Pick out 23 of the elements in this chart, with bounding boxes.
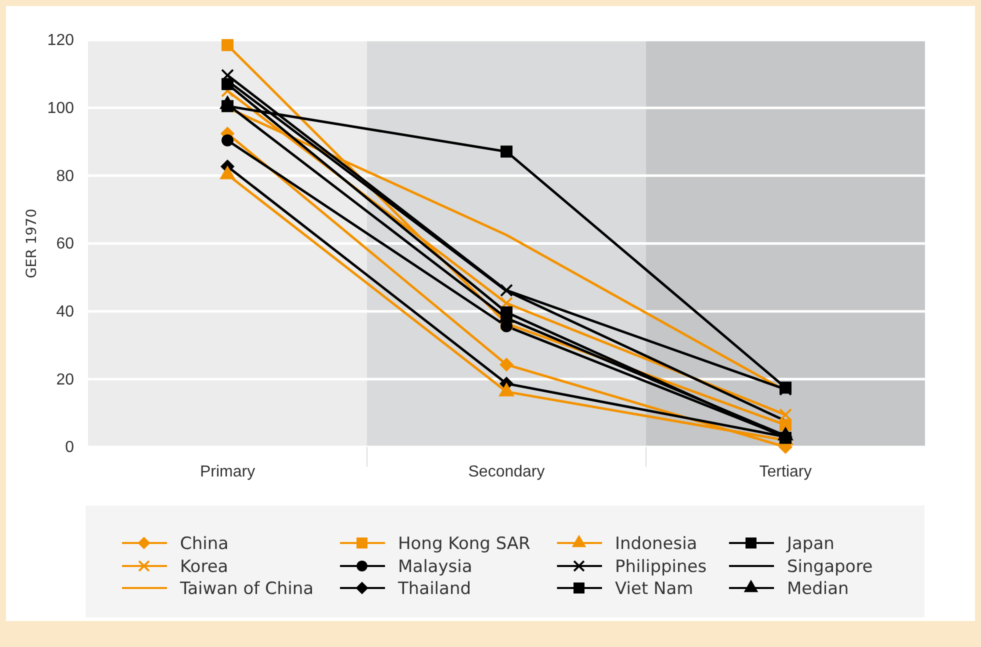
y-tick-label: 20 bbox=[56, 371, 74, 388]
legend-label: Philippines bbox=[615, 556, 707, 577]
x-tick-label: Secondary bbox=[468, 463, 545, 480]
legend-label: Hong Kong SAR bbox=[398, 534, 531, 554]
y-tick-label: 60 bbox=[56, 236, 74, 253]
legend-label: Thailand bbox=[397, 578, 472, 599]
y-tick-label: 100 bbox=[47, 100, 74, 117]
y-tick-label: 80 bbox=[56, 168, 74, 185]
x-tick-label: Primary bbox=[200, 463, 256, 480]
legend-label: China bbox=[180, 534, 229, 554]
legend-label: Japan bbox=[786, 534, 834, 554]
y-tick-label: 120 bbox=[47, 32, 74, 50]
legend-label: Median bbox=[787, 578, 849, 599]
legend-label: Malaysia bbox=[398, 556, 472, 577]
legend-label: Viet Nam bbox=[615, 578, 694, 599]
legend-label: Korea bbox=[180, 556, 228, 577]
y-tick-label: 40 bbox=[56, 303, 74, 320]
legend-label: Indonesia bbox=[615, 534, 698, 554]
legend-label: Singapore bbox=[787, 556, 873, 577]
legend-label: Taiwan of China bbox=[179, 578, 314, 599]
x-tick-label: Tertiary bbox=[759, 463, 812, 480]
y-axis-title: GER 1970 bbox=[24, 208, 40, 278]
y-tick-label: 0 bbox=[65, 439, 74, 456]
